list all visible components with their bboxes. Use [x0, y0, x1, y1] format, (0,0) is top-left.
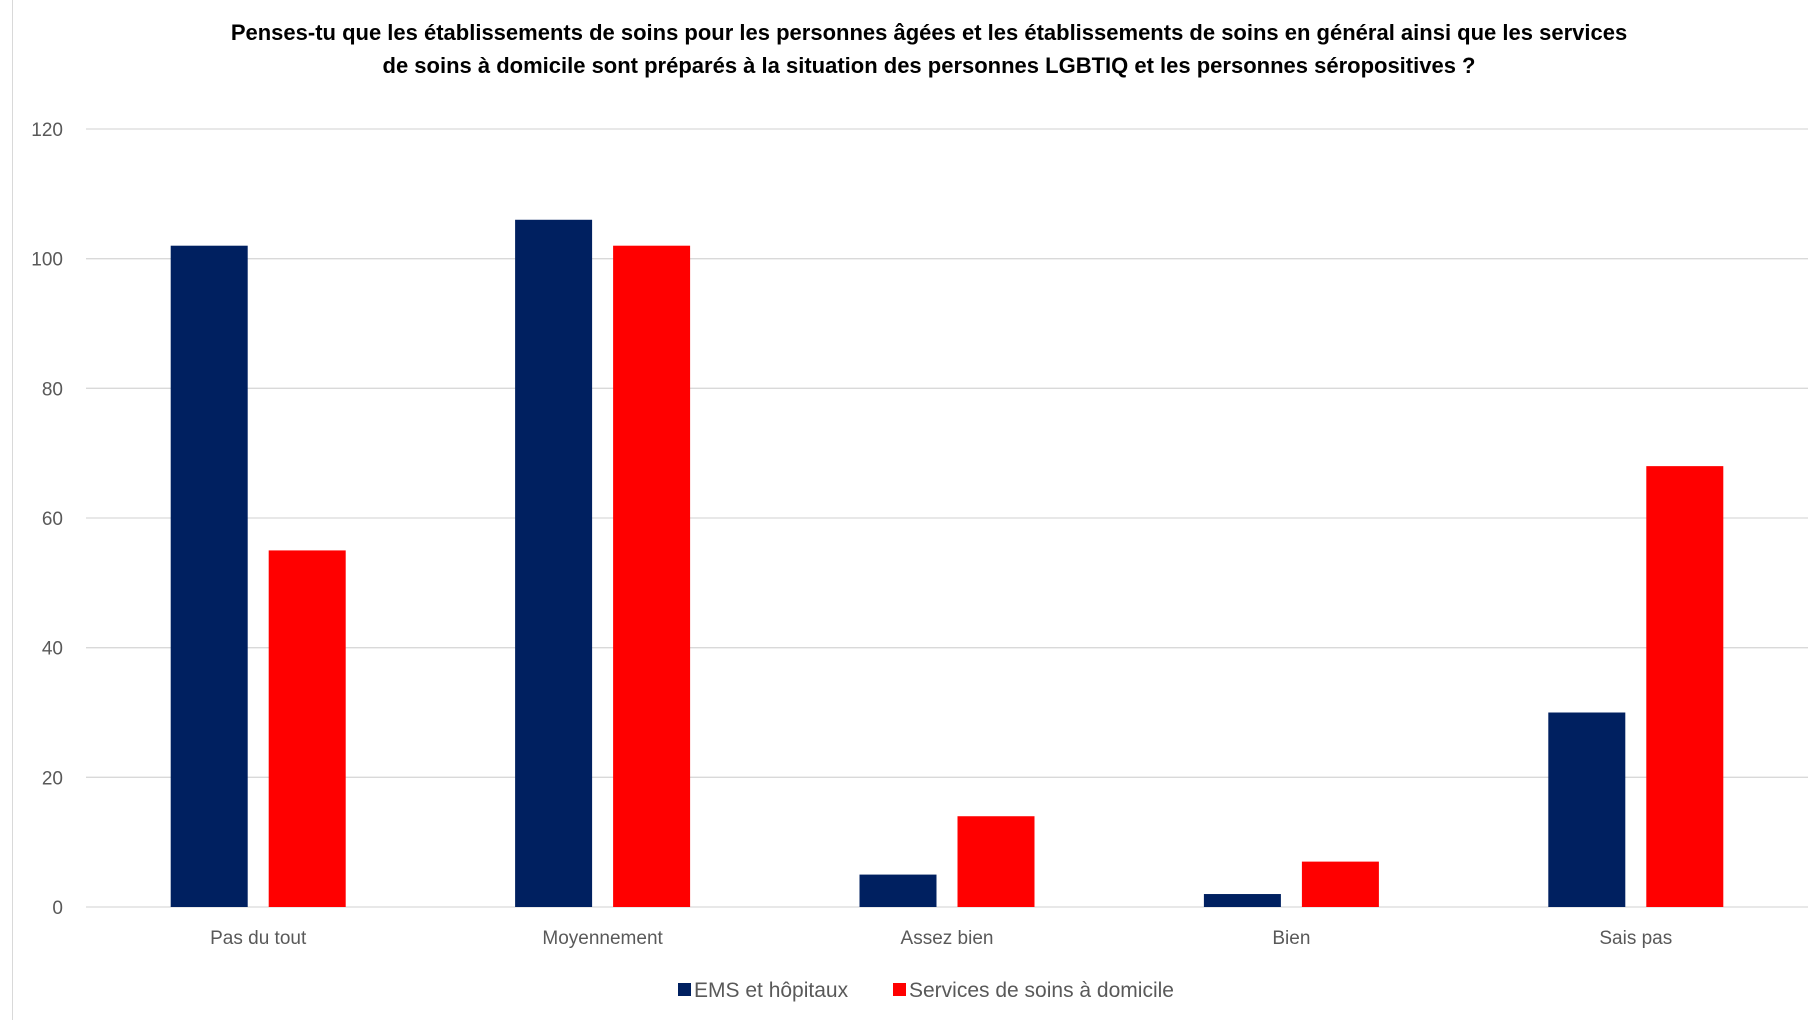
chart-title-line-2: de soins à domicile sont préparés à la s… — [383, 53, 1476, 78]
y-tick-label: 120 — [31, 120, 63, 141]
bar — [1548, 712, 1626, 907]
chart-title-line-1: Penses-tu que les établissements de soin… — [231, 20, 1627, 45]
bar — [859, 874, 937, 907]
legend-swatch — [678, 983, 691, 996]
bar — [957, 816, 1035, 907]
bar — [515, 219, 593, 907]
x-tick-label: Moyennement — [542, 928, 663, 949]
gridlines — [86, 128, 1808, 908]
y-tick-label: 20 — [42, 768, 63, 789]
bar — [1203, 894, 1281, 907]
legend-label: Services de soins à domicile — [909, 979, 1174, 1002]
x-axis-ticks: Pas du tout Moyennement Assez bien Bien Sais… — [210, 928, 1672, 949]
bars — [170, 219, 1724, 907]
y-tick-label: 100 — [31, 250, 63, 271]
bar — [1301, 861, 1379, 907]
x-tick-label: Bien — [1272, 928, 1310, 949]
legend: EMS et hôpitaux Services de soins à domic… — [678, 979, 1174, 1002]
legend-label: EMS et hôpitaux — [694, 979, 849, 1002]
bar-chart: Penses-tu que les établissements de soin… — [31, 20, 1808, 1002]
y-tick-label: 40 — [42, 639, 63, 660]
chart-frame: Penses-tu que les établissements de soin… — [12, 0, 1814, 1020]
x-tick-label: Pas du tout — [210, 928, 307, 949]
y-tick-label: 60 — [42, 509, 63, 530]
x-tick-label: Sais pas — [1599, 928, 1672, 949]
x-tick-label: Assez bien — [901, 928, 994, 949]
legend-swatch — [893, 983, 906, 996]
bar — [613, 245, 691, 907]
y-tick-label: 80 — [42, 379, 63, 400]
bar — [170, 245, 248, 907]
y-tick-label: 0 — [52, 898, 63, 919]
bar — [268, 550, 346, 907]
y-axis-ticks: 0 20 40 60 80 100 120 — [31, 120, 63, 919]
bar — [1646, 466, 1724, 907]
